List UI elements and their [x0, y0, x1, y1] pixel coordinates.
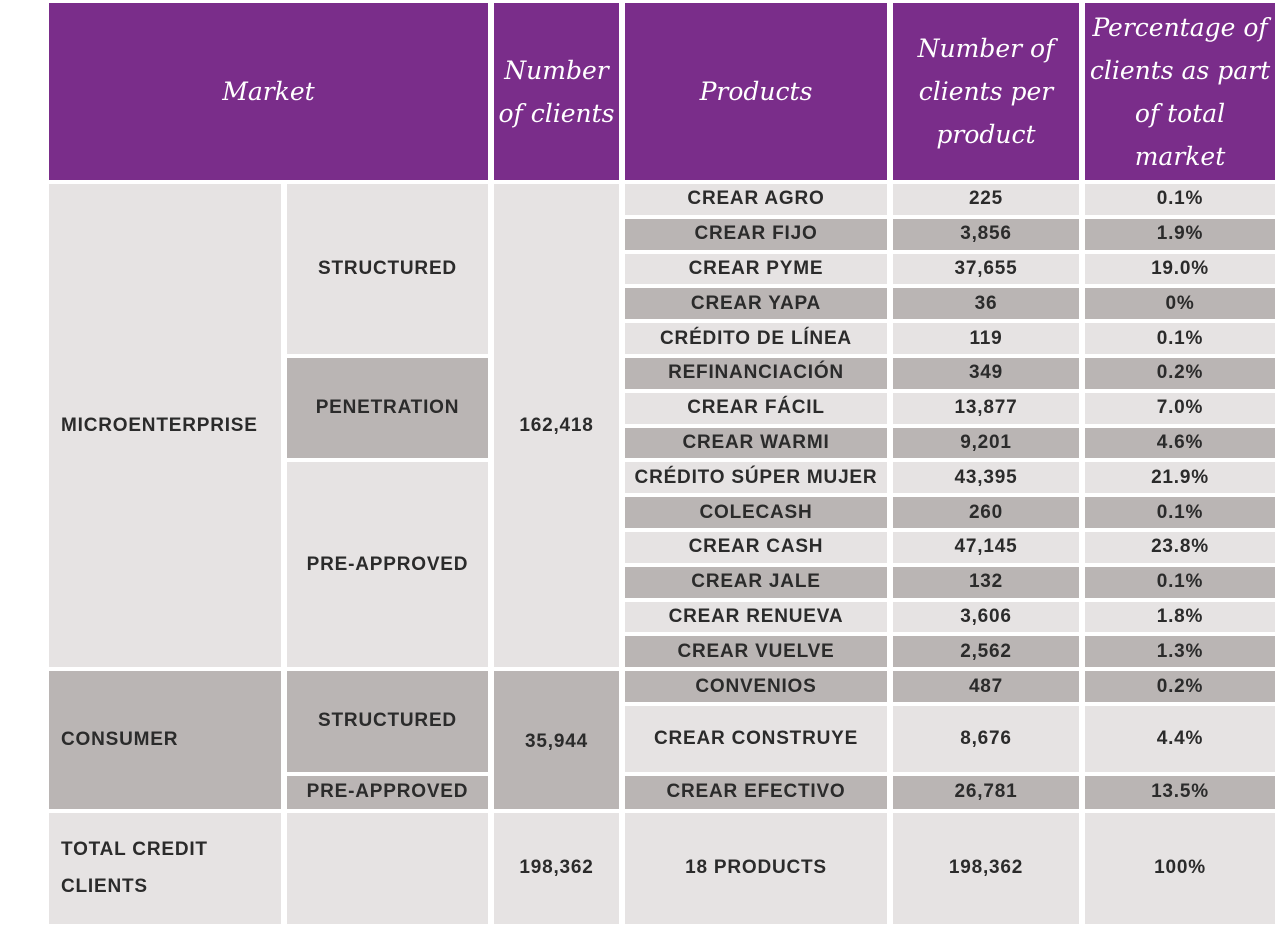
product-clients: 225	[893, 184, 1079, 215]
product-clients: 43,395	[893, 462, 1079, 494]
product-name: CREAR EFECTIVO	[625, 775, 887, 809]
segment-pre-approved: PRE-APPROVED	[287, 462, 488, 668]
product-percent: 0.1%	[1085, 497, 1275, 528]
product-percent: 1.3%	[1085, 636, 1275, 668]
product-percent: 13.5%	[1085, 775, 1275, 809]
header-market: Market	[49, 3, 488, 180]
product-clients: 37,655	[893, 253, 1079, 285]
product-percent: 1.9%	[1085, 218, 1275, 250]
total-clients-per-product: 198,362	[893, 812, 1079, 924]
product-name: CRÉDITO SÚPER MUJER	[625, 462, 887, 494]
total-products: 18 PRODUCTS	[625, 812, 887, 924]
microenterprise-clients: 162,418	[494, 184, 619, 668]
product-name: CREAR CONSTRUYE	[625, 705, 887, 772]
header-percentage: Percentage of clients as part of total m…	[1085, 3, 1275, 180]
product-name: CRÉDITO DE LÍNEA	[625, 323, 887, 354]
product-name: CREAR FIJO	[625, 218, 887, 250]
product-percent: 0.1%	[1085, 323, 1275, 354]
product-name: CREAR YAPA	[625, 288, 887, 320]
product-clients: 47,145	[893, 531, 1079, 563]
product-clients: 3,856	[893, 218, 1079, 250]
product-name: REFINANCIACIÓN	[625, 357, 887, 389]
product-percent: 23.8%	[1085, 531, 1275, 563]
product-percent: 4.4%	[1085, 705, 1275, 772]
segment-penetration: PENETRATION	[287, 357, 488, 459]
product-percent: 7.0%	[1085, 392, 1275, 424]
product-clients: 260	[893, 497, 1079, 528]
product-percent: 0.1%	[1085, 184, 1275, 215]
product-clients: 26,781	[893, 775, 1079, 809]
segment-structured: STRUCTURED	[287, 184, 488, 354]
product-clients: 487	[893, 671, 1079, 702]
product-clients: 9,201	[893, 427, 1079, 459]
product-name: CREAR RENUEVA	[625, 601, 887, 633]
product-name: CREAR WARMI	[625, 427, 887, 459]
product-name: CREAR PYME	[625, 253, 887, 285]
consumer-clients: 35,944	[494, 671, 619, 809]
product-clients: 119	[893, 323, 1079, 354]
product-clients: 3,606	[893, 601, 1079, 633]
header-number-of-clients: Number of clients	[494, 3, 619, 180]
segment-pre-approved: PRE-APPROVED	[287, 775, 488, 809]
market-consumer: CONSUMER	[49, 671, 281, 809]
product-name: CONVENIOS	[625, 671, 887, 702]
total-label: TOTAL CREDIT CLIENTS	[49, 812, 281, 924]
product-name: CREAR VUELVE	[625, 636, 887, 668]
credit-clients-table: Market Number of clients Products Number…	[49, 3, 1275, 924]
product-name: CREAR AGRO	[625, 184, 887, 215]
product-percent: 0.2%	[1085, 671, 1275, 702]
product-percent: 19.0%	[1085, 253, 1275, 285]
product-clients: 349	[893, 357, 1079, 389]
header-clients-per-product: Number of clients per product	[893, 3, 1079, 180]
product-percent: 0.1%	[1085, 566, 1275, 598]
product-clients: 132	[893, 566, 1079, 598]
product-percent: 0%	[1085, 288, 1275, 320]
product-percent: 0.2%	[1085, 357, 1275, 389]
product-name: COLECASH	[625, 497, 887, 528]
product-percent: 1.8%	[1085, 601, 1275, 633]
total-empty-cell	[287, 812, 488, 924]
product-clients: 8,676	[893, 705, 1079, 772]
product-clients: 36	[893, 288, 1079, 320]
product-clients: 2,562	[893, 636, 1079, 668]
market-microenterprise: MICROENTERPRISE	[49, 184, 281, 668]
total-percent: 100%	[1085, 812, 1275, 924]
product-percent: 21.9%	[1085, 462, 1275, 494]
product-name: CREAR JALE	[625, 566, 887, 598]
header-products: Products	[625, 3, 887, 180]
segment-structured: STRUCTURED	[287, 671, 488, 772]
product-percent: 4.6%	[1085, 427, 1275, 459]
product-name: CREAR FÁCIL	[625, 392, 887, 424]
total-clients: 198,362	[494, 812, 619, 924]
product-name: CREAR CASH	[625, 531, 887, 563]
product-clients: 13,877	[893, 392, 1079, 424]
